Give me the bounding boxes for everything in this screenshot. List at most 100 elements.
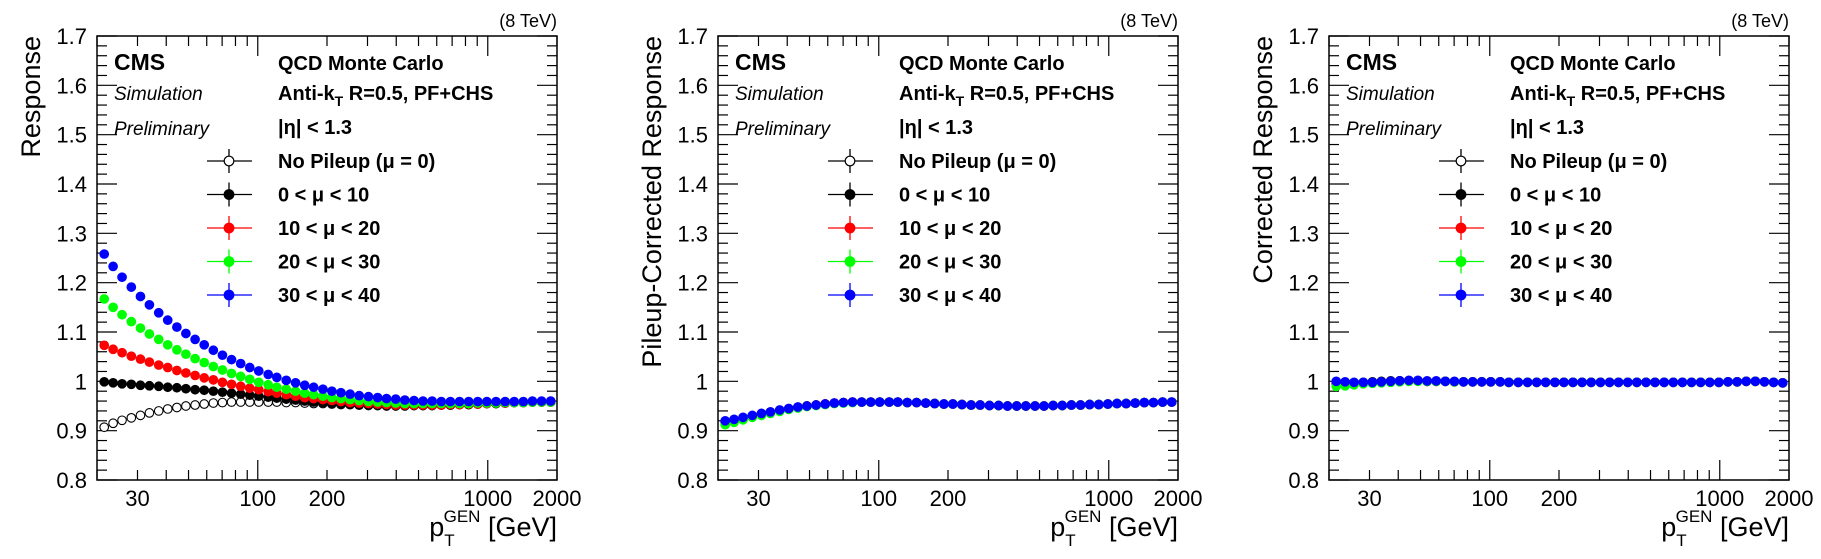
- legend-entry: 10 < μ < 20: [1510, 218, 1612, 240]
- data-point: [1559, 377, 1569, 388]
- series-5: [720, 397, 1177, 426]
- data-point: [253, 366, 264, 376]
- y-tick-label: 0.9: [56, 419, 87, 444]
- data-point: [445, 396, 456, 407]
- x-axis-title: pTGEN [GeV]: [1661, 507, 1789, 550]
- legend-entry: 0 < μ < 10: [1510, 185, 1601, 207]
- x-tick-label: 30: [746, 486, 770, 511]
- series-5: [1331, 375, 1788, 388]
- legend-entry: 30 < μ < 40: [278, 285, 380, 307]
- legend-entry: No Pileup (μ = 0): [1510, 151, 1667, 173]
- data-point: [199, 385, 210, 396]
- legend-marker: [844, 222, 856, 234]
- data-point: [1349, 377, 1359, 388]
- data-point: [1458, 376, 1469, 387]
- simulation-label: Simulation: [735, 84, 824, 105]
- legend-entry: No Pileup (μ = 0): [278, 151, 435, 173]
- data-point: [153, 406, 164, 416]
- data-point: [1066, 400, 1077, 410]
- preliminary-label: Preliminary: [735, 119, 832, 140]
- data-point: [1550, 377, 1560, 388]
- data-point: [144, 357, 155, 367]
- data-point: [144, 380, 155, 391]
- legend-entry: 20 < μ < 30: [1510, 252, 1612, 274]
- data-point: [181, 328, 191, 339]
- data-point: [929, 398, 940, 409]
- data-point: [902, 397, 913, 408]
- legend-marker: [223, 256, 235, 267]
- data-point: [299, 380, 310, 391]
- data-point: [399, 395, 410, 405]
- y-tick-label: 1.7: [56, 24, 87, 49]
- data-point: [865, 397, 876, 407]
- eta-label: |η| < 1.3: [278, 117, 352, 139]
- legend-marker: [844, 155, 856, 167]
- data-point: [199, 373, 210, 383]
- data-point: [774, 405, 785, 415]
- y-axis-title: Corrected Response: [1248, 36, 1278, 284]
- y-tick-label: 1.6: [677, 73, 708, 98]
- data-point: [190, 334, 200, 345]
- data-point: [363, 391, 374, 402]
- data-point: [172, 365, 182, 376]
- data-point: [108, 261, 118, 272]
- data-point: [1485, 376, 1496, 387]
- energy-label: (8 TeV): [1120, 11, 1178, 31]
- data-point: [1513, 377, 1524, 388]
- sample-label: QCD Monte Carlo: [899, 53, 1065, 75]
- data-point: [181, 368, 191, 378]
- data-point: [1495, 376, 1506, 387]
- data-point: [1586, 377, 1597, 388]
- data-point: [1668, 377, 1679, 388]
- y-tick-label: 1.1: [56, 320, 87, 345]
- energy-label: (8 TeV): [1731, 11, 1789, 31]
- data-point: [271, 372, 282, 383]
- data-point: [126, 412, 137, 423]
- data-point: [172, 322, 182, 332]
- data-point: [162, 382, 173, 393]
- x-tick-label: 30: [125, 486, 149, 511]
- x-tick-label: 100: [239, 486, 276, 511]
- data-point: [993, 400, 1004, 411]
- data-point: [884, 397, 895, 407]
- data-point: [108, 418, 118, 429]
- data-point: [153, 334, 164, 345]
- data-point: [427, 396, 437, 406]
- data-point: [290, 377, 301, 388]
- legend-entry: No Pileup (μ = 0): [899, 151, 1056, 173]
- legend-entry: 10 < μ < 20: [899, 218, 1001, 240]
- data-point: [1394, 375, 1405, 386]
- data-point: [117, 347, 127, 358]
- data-point: [738, 412, 748, 423]
- x-tick-label: 100: [1471, 486, 1508, 511]
- data-point: [308, 382, 319, 393]
- data-point: [1604, 377, 1615, 388]
- cms-label: CMS: [114, 49, 165, 75]
- cms-label: CMS: [735, 49, 786, 75]
- data-point: [153, 360, 164, 370]
- data-point: [117, 309, 127, 320]
- data-point: [144, 300, 155, 310]
- data-point: [1622, 377, 1633, 388]
- data-point: [327, 386, 337, 397]
- data-point: [1440, 376, 1451, 387]
- eta-label: |η| < 1.3: [1510, 117, 1584, 139]
- data-point: [108, 302, 118, 313]
- data-point: [1777, 377, 1788, 388]
- data-point: [153, 307, 164, 318]
- data-point: [1476, 376, 1487, 387]
- data-point: [208, 398, 219, 408]
- data-point: [527, 396, 538, 406]
- eta-label: |η| < 1.3: [899, 117, 973, 139]
- data-point: [299, 388, 310, 399]
- data-point: [162, 339, 173, 350]
- data-point: [1020, 401, 1031, 411]
- data-point: [820, 399, 831, 409]
- data-point: [509, 396, 520, 407]
- data-point: [957, 399, 967, 410]
- x-tick-label: 2000: [1765, 486, 1814, 511]
- data-point: [217, 397, 228, 408]
- data-point: [172, 402, 182, 413]
- y-tick-label: 1.4: [56, 172, 87, 197]
- data-point: [783, 403, 794, 414]
